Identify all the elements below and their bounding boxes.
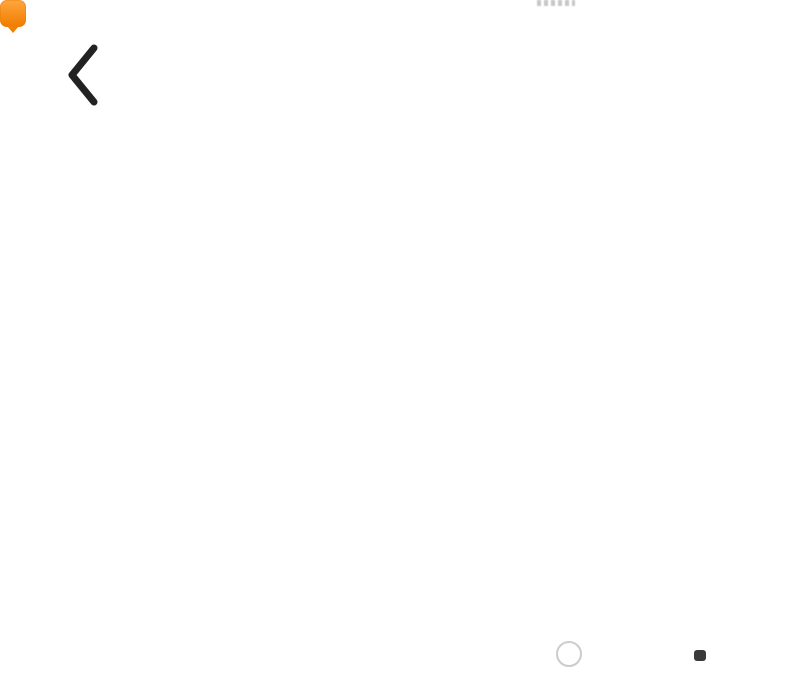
back-button[interactable] [62,42,106,108]
active-tab-indicator [694,650,706,661]
candlestick-chart[interactable] [0,0,800,600]
sell-signal-badge[interactable] [0,0,26,33]
time-range-tabs [0,608,800,653]
xueqiu-logo-icon [556,641,582,667]
back-chevron-icon [68,44,98,106]
watermark [556,641,587,667]
clipped-header-fragment [537,0,575,6]
